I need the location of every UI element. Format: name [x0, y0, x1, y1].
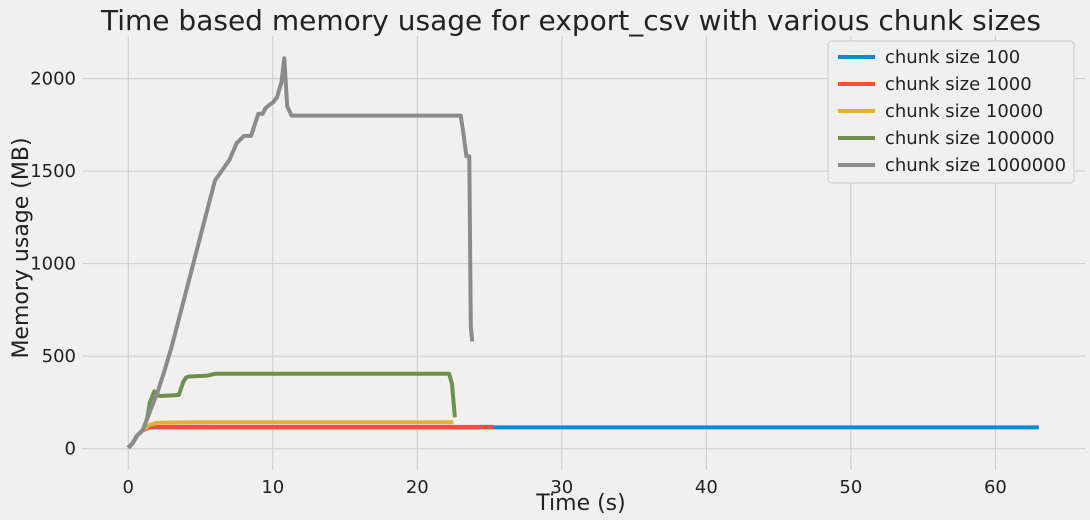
x-tick-label: 0 — [123, 477, 134, 498]
legend-label-2: chunk size 10000 — [885, 101, 1043, 122]
y-axis-label: Memory usage (MB) — [9, 137, 34, 358]
x-tick-label: 40 — [695, 477, 718, 498]
x-tick-label: 10 — [261, 477, 284, 498]
series-line-4 — [126, 56, 475, 450]
series-layer — [126, 56, 1039, 450]
y-tick-label: 1000 — [30, 254, 76, 275]
x-tick-label: 30 — [550, 477, 573, 498]
x-tick-label: 60 — [984, 477, 1007, 498]
x-tick-label: 20 — [406, 477, 429, 498]
legend-label-3: chunk size 100000 — [885, 128, 1055, 149]
x-axis-label: Time (s) — [535, 491, 625, 516]
y-tick-label: 1500 — [30, 161, 76, 182]
y-tick-label: 0 — [65, 439, 76, 460]
y-tick-label: 500 — [42, 346, 76, 367]
legend-box — [827, 40, 1075, 184]
x-tick-labels: 0 10 20 30 40 50 60 — [123, 477, 1007, 498]
legend-label-0: chunk size 100 — [885, 47, 1020, 68]
legend-label-1: chunk size 1000 — [885, 74, 1032, 95]
legend: chunk size 100 chunk size 1000 chunk size … — [827, 40, 1075, 184]
chart-title: Time based memory usage for export_csv w… — [100, 4, 1041, 37]
x-tick-label: 50 — [839, 477, 862, 498]
y-tick-labels: 0 500 1000 1500 2000 — [30, 69, 76, 460]
legend-label-4: chunk size 1000000 — [885, 155, 1066, 176]
y-tick-label: 2000 — [30, 69, 76, 90]
